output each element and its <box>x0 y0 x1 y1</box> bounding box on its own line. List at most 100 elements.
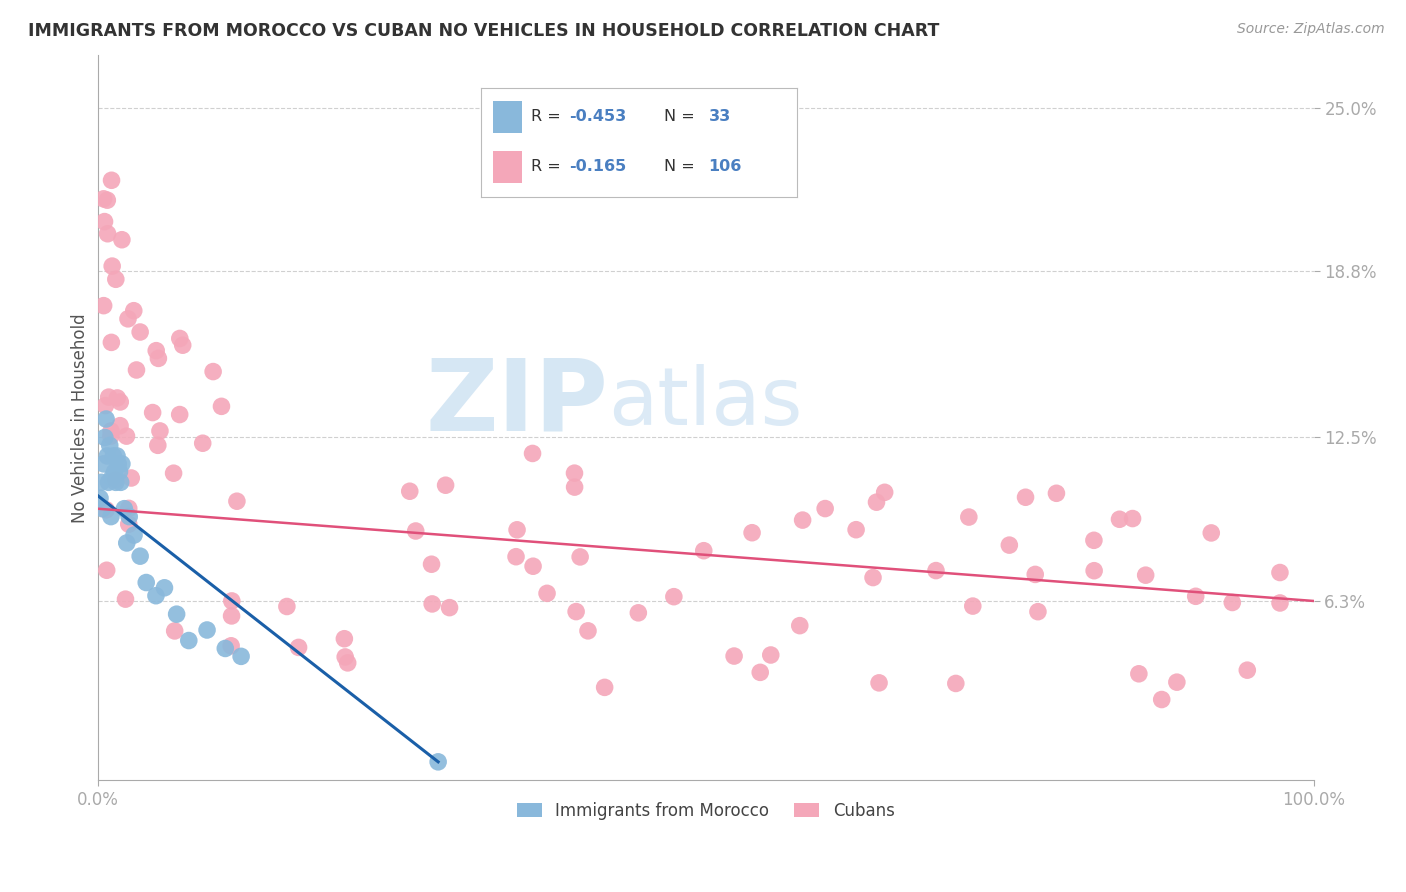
Point <box>427 755 450 769</box>
Point <box>94 412 117 426</box>
Point <box>163 624 186 638</box>
Point <box>111 233 134 247</box>
Point <box>148 351 170 366</box>
Point <box>94 430 117 444</box>
Point <box>536 586 558 600</box>
Point <box>97 475 120 490</box>
Point <box>1236 663 1258 677</box>
Point <box>593 681 616 695</box>
Point <box>1045 486 1067 500</box>
Point <box>118 517 141 532</box>
Point <box>1268 566 1291 580</box>
Point <box>104 272 127 286</box>
Point <box>97 390 120 404</box>
Point <box>576 624 599 638</box>
Point <box>104 473 127 487</box>
Point <box>149 424 172 438</box>
Point <box>153 581 176 595</box>
Point <box>945 676 967 690</box>
Point <box>627 606 650 620</box>
Point <box>845 523 868 537</box>
Text: Source: ZipAtlas.com: Source: ZipAtlas.com <box>1237 22 1385 37</box>
Legend: Immigrants from Morocco, Cubans: Immigrants from Morocco, Cubans <box>510 795 901 826</box>
Y-axis label: No Vehicles in Household: No Vehicles in Household <box>72 313 89 523</box>
Point <box>93 214 115 228</box>
Point <box>814 501 837 516</box>
Point <box>177 633 200 648</box>
Point <box>100 335 122 350</box>
Point <box>1083 564 1105 578</box>
Point <box>221 608 243 623</box>
Point <box>420 597 443 611</box>
Point <box>1150 692 1173 706</box>
Point <box>96 449 118 463</box>
Point <box>865 495 887 509</box>
Point <box>1122 511 1144 525</box>
Point <box>1135 568 1157 582</box>
Point <box>1083 533 1105 548</box>
Point <box>100 173 122 187</box>
Point <box>1024 567 1046 582</box>
Point <box>662 590 685 604</box>
Point <box>96 563 118 577</box>
Text: atlas: atlas <box>609 364 803 442</box>
Point <box>172 338 194 352</box>
Point <box>925 564 948 578</box>
Point <box>100 509 122 524</box>
Point <box>873 485 896 500</box>
Point <box>166 607 188 622</box>
Point <box>97 227 120 241</box>
Point <box>142 406 165 420</box>
Point <box>169 408 191 422</box>
Point <box>741 525 763 540</box>
Point <box>104 475 127 490</box>
Point <box>89 491 111 505</box>
Point <box>405 524 427 538</box>
Point <box>506 523 529 537</box>
Point <box>117 311 139 326</box>
Point <box>125 363 148 377</box>
Point <box>434 478 457 492</box>
Point <box>862 570 884 584</box>
Point <box>439 600 461 615</box>
Point <box>108 465 131 479</box>
Point <box>1199 525 1222 540</box>
Point <box>169 331 191 345</box>
Point <box>101 259 124 273</box>
Point <box>94 399 117 413</box>
Point <box>112 501 135 516</box>
Point <box>105 391 128 405</box>
Point <box>110 475 132 490</box>
Point <box>93 457 115 471</box>
Point <box>122 303 145 318</box>
Point <box>214 641 236 656</box>
Point <box>1128 666 1150 681</box>
Point <box>107 457 129 471</box>
Point <box>114 592 136 607</box>
Point <box>221 594 243 608</box>
Point <box>1108 512 1130 526</box>
Point <box>115 536 138 550</box>
Point <box>105 449 128 463</box>
Point <box>91 501 114 516</box>
Point <box>93 299 115 313</box>
Point <box>398 484 420 499</box>
Point <box>998 538 1021 552</box>
Point <box>129 325 152 339</box>
Point <box>569 549 592 564</box>
Point <box>191 436 214 450</box>
Point <box>145 343 167 358</box>
Point <box>96 193 118 207</box>
Point <box>336 656 359 670</box>
Point <box>90 475 112 490</box>
Point <box>110 395 132 409</box>
Point <box>118 501 141 516</box>
Point <box>868 676 890 690</box>
Point <box>226 494 249 508</box>
Point <box>749 665 772 680</box>
Point <box>100 424 122 438</box>
Point <box>564 480 586 494</box>
Point <box>115 429 138 443</box>
Point <box>162 466 184 480</box>
Point <box>93 192 115 206</box>
